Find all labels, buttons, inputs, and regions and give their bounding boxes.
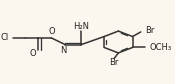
Text: Br: Br bbox=[145, 26, 154, 35]
Text: Br: Br bbox=[109, 58, 118, 67]
Text: O: O bbox=[49, 27, 55, 36]
Text: OCH₃: OCH₃ bbox=[150, 43, 172, 52]
Text: H₂N: H₂N bbox=[74, 22, 89, 31]
Text: N: N bbox=[60, 46, 66, 55]
Text: Cl: Cl bbox=[1, 33, 9, 42]
Text: O: O bbox=[30, 49, 36, 58]
